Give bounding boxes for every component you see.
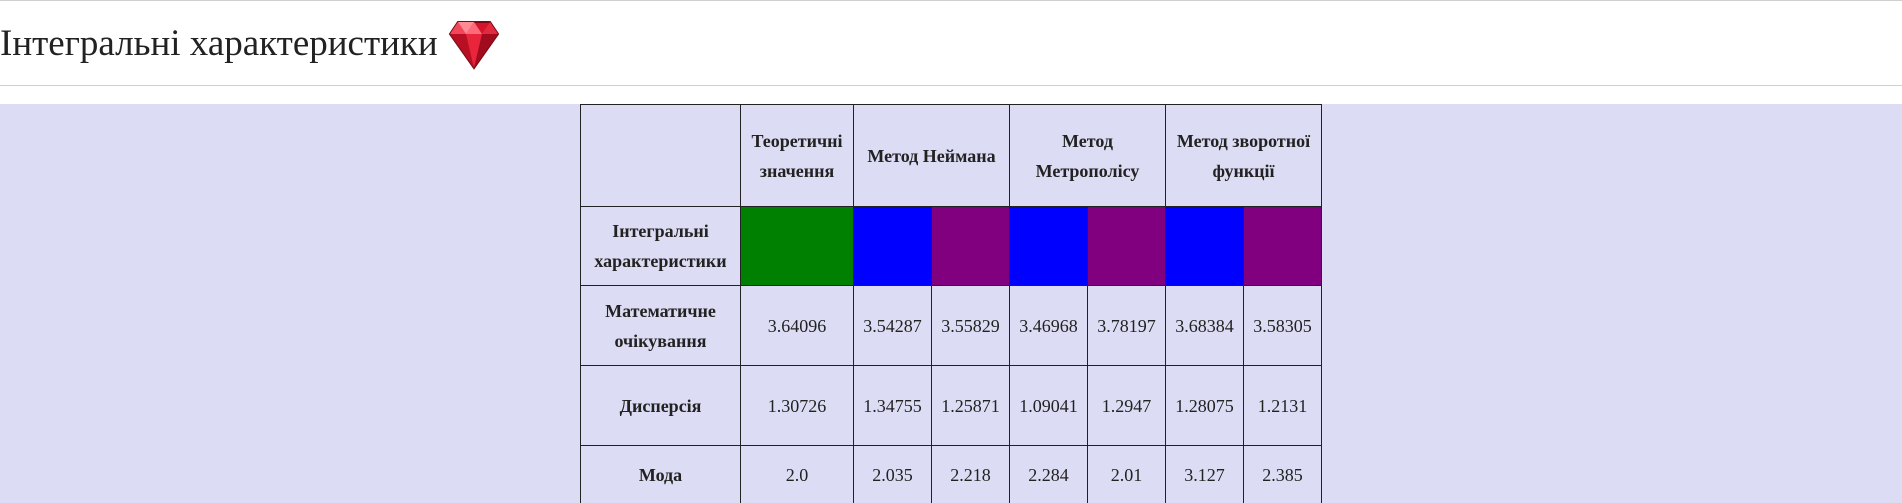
- table-cell: 3.58305: [1243, 285, 1322, 366]
- row-label-variance: Дисперсія: [580, 365, 741, 446]
- table-cell: 3.68384: [1165, 285, 1244, 366]
- table-cell: 3.46968: [1009, 285, 1088, 366]
- table-cell: 3.55829: [931, 285, 1010, 366]
- table-cell: 1.30726: [740, 365, 854, 446]
- gem-icon: [448, 18, 500, 70]
- content-area: Теоретичні значення Метод Неймана Метод …: [0, 104, 1902, 503]
- metropolis-method-header: Метод Метрополісу: [1009, 104, 1166, 207]
- table-cell: 3.127: [1165, 445, 1244, 503]
- table-row: Математичне очікування 3.64096 3.54287 3…: [580, 285, 1322, 366]
- row-label-expectation: Математичне очікування: [580, 285, 741, 366]
- table-cell: 3.64096: [740, 285, 854, 366]
- neumann-color-swatch-1: [853, 206, 932, 286]
- neumann-color-swatch-2: [931, 206, 1010, 286]
- table-row: Мода 2.0 2.035 2.218 2.284 2.01 3.127 2.…: [580, 445, 1322, 503]
- color-legend-row: Інтегральні характеристики: [580, 206, 1322, 286]
- table-cell: 1.34755: [853, 365, 932, 446]
- theoretical-color-swatch: [740, 206, 854, 286]
- inverse-color-swatch-1: [1165, 206, 1244, 286]
- table-cell: 1.2947: [1087, 365, 1166, 446]
- table-cell: 1.2131: [1243, 365, 1322, 446]
- table-cell: 2.035: [853, 445, 932, 503]
- table-cell: 1.28075: [1165, 365, 1244, 446]
- color-row-label: Інтегральні характеристики: [580, 206, 741, 286]
- row-label-mode: Мода: [580, 445, 741, 503]
- top-border-line: [0, 0, 1902, 1]
- table-cell: 2.284: [1009, 445, 1088, 503]
- table-cell: 3.54287: [853, 285, 932, 366]
- metropolis-color-swatch-2: [1087, 206, 1166, 286]
- theoretical-header: Теоретичні значення: [740, 104, 854, 207]
- integral-characteristics-table: Теоретичні значення Метод Неймана Метод …: [580, 104, 1322, 503]
- neumann-method-header: Метод Неймана: [853, 104, 1010, 207]
- table-cell: 3.78197: [1087, 285, 1166, 366]
- page-header: Інтегральні характеристики: [0, 1, 1902, 86]
- inverse-color-swatch-2: [1243, 206, 1322, 286]
- table-cell: 1.09041: [1009, 365, 1088, 446]
- page-title-text: Інтегральні характеристики: [0, 23, 438, 64]
- page-title: Інтегральні характеристики: [0, 18, 500, 70]
- table-cell: 2.0: [740, 445, 854, 503]
- table-cell: 2.218: [931, 445, 1010, 503]
- table-cell: 2.01: [1087, 445, 1166, 503]
- corner-header: [580, 104, 741, 207]
- metropolis-color-swatch-1: [1009, 206, 1088, 286]
- inverse-function-method-header: Метод зворотної функції: [1165, 104, 1322, 207]
- table-cell: 2.385: [1243, 445, 1322, 503]
- table-header-row: Теоретичні значення Метод Неймана Метод …: [580, 104, 1322, 207]
- table-cell: 1.25871: [931, 365, 1010, 446]
- table-row: Дисперсія 1.30726 1.34755 1.25871 1.0904…: [580, 365, 1322, 446]
